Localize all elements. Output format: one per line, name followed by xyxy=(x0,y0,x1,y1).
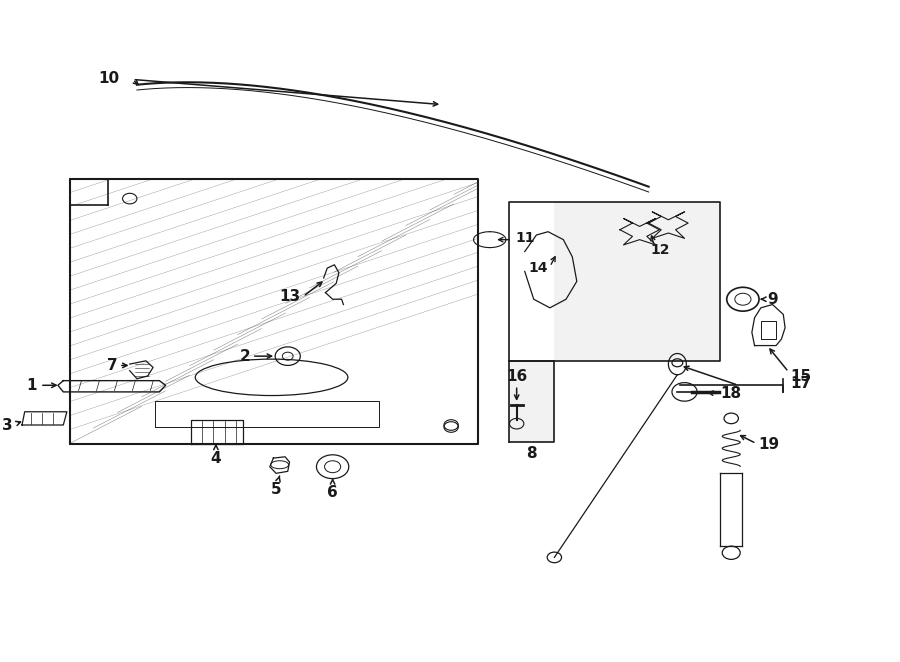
Text: 15: 15 xyxy=(790,369,812,383)
Polygon shape xyxy=(509,202,721,442)
Text: 1: 1 xyxy=(26,378,36,393)
Text: 3: 3 xyxy=(3,418,13,432)
Text: 7: 7 xyxy=(106,358,117,373)
Text: 12: 12 xyxy=(651,243,670,258)
Text: 6: 6 xyxy=(328,485,338,500)
Text: 8: 8 xyxy=(526,446,537,461)
Text: 5: 5 xyxy=(271,482,282,497)
Text: 10: 10 xyxy=(98,71,119,85)
Text: 19: 19 xyxy=(758,438,779,452)
Text: 11: 11 xyxy=(516,231,536,246)
Text: 13: 13 xyxy=(279,289,301,304)
Text: 4: 4 xyxy=(211,451,221,467)
Text: 14: 14 xyxy=(528,261,548,275)
Text: 16: 16 xyxy=(506,369,527,384)
Text: 17: 17 xyxy=(790,377,812,391)
Text: 2: 2 xyxy=(239,349,250,363)
Text: 9: 9 xyxy=(767,292,778,307)
Text: 18: 18 xyxy=(721,387,742,401)
